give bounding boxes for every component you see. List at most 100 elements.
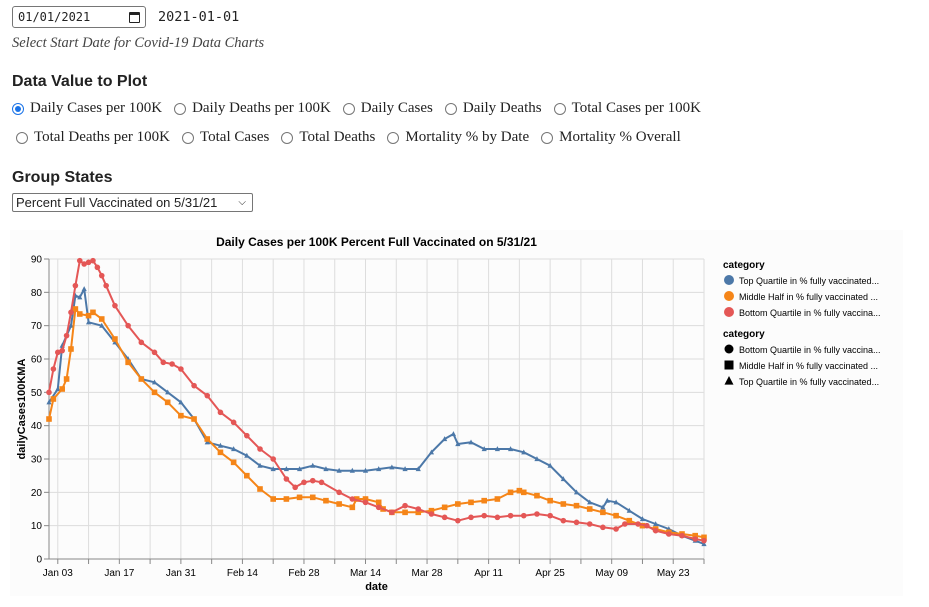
data-value-option[interactable]: Total Deaths bbox=[281, 129, 375, 146]
data-point bbox=[586, 521, 593, 527]
data-point bbox=[292, 484, 298, 491]
data-point bbox=[481, 512, 488, 519]
data-point bbox=[151, 349, 158, 356]
radio-button[interactable] bbox=[174, 102, 187, 115]
radio-label: Mortality % Overall bbox=[559, 129, 681, 145]
data-point bbox=[468, 439, 474, 445]
series-square bbox=[46, 306, 707, 541]
data-point bbox=[455, 441, 461, 447]
data-point bbox=[635, 521, 641, 527]
data-point bbox=[604, 497, 610, 503]
data-point bbox=[270, 466, 276, 472]
radio-button[interactable] bbox=[541, 131, 554, 144]
radio-button[interactable] bbox=[182, 131, 194, 144]
y-tick-label: 40 bbox=[31, 421, 43, 432]
data-point bbox=[336, 489, 342, 496]
data-point bbox=[507, 489, 514, 496]
legend-color-label: Middle Half in % fully vaccinated ... bbox=[739, 292, 878, 302]
data-value-radio-row-2: Total Deaths per 100K Total Cases Total De… bbox=[16, 129, 693, 146]
radio-button[interactable] bbox=[12, 102, 24, 115]
data-point bbox=[244, 432, 250, 439]
data-point bbox=[389, 464, 395, 470]
x-tick-label: Mar 14 bbox=[350, 568, 382, 579]
data-point bbox=[573, 502, 580, 509]
data-value-option[interactable]: Mortality % by Date bbox=[387, 129, 529, 146]
series-line bbox=[48, 259, 705, 542]
chevron-down-icon: ⌵ bbox=[238, 197, 246, 208]
x-tick-label: Apr 25 bbox=[535, 568, 565, 579]
data-point bbox=[468, 499, 474, 506]
data-value-option[interactable]: Total Cases bbox=[182, 129, 269, 146]
radio-label: Mortality % by Date bbox=[405, 129, 530, 145]
data-point bbox=[613, 526, 619, 532]
data-value-option[interactable]: Daily Cases bbox=[342, 100, 433, 117]
radio-label: Total Cases per 100K bbox=[571, 100, 701, 116]
data-point bbox=[85, 259, 92, 266]
data-point bbox=[309, 477, 316, 484]
calendar-icon[interactable] bbox=[129, 11, 140, 23]
radio-button[interactable] bbox=[342, 102, 355, 115]
legend-color-label: Top Quartile in % fully vaccinated... bbox=[739, 276, 879, 286]
start-date-input[interactable]: 01/01/2021 bbox=[12, 6, 146, 28]
data-point bbox=[560, 501, 567, 507]
legend-shape-swatch bbox=[724, 344, 734, 354]
legend-shape-label: Top Quartile in % fully vaccinated... bbox=[739, 377, 879, 387]
radio-button[interactable] bbox=[387, 131, 400, 144]
radio-button[interactable] bbox=[553, 102, 566, 115]
data-point bbox=[375, 504, 382, 511]
data-point bbox=[103, 282, 109, 289]
data-point bbox=[55, 386, 61, 392]
data-point bbox=[125, 322, 131, 329]
data-point bbox=[494, 496, 501, 502]
legend-color-swatch bbox=[724, 291, 734, 301]
data-point bbox=[283, 476, 290, 482]
data-point bbox=[230, 459, 237, 466]
data-point bbox=[600, 524, 606, 531]
data-value-option[interactable]: Daily Deaths bbox=[444, 100, 542, 117]
data-point bbox=[389, 509, 395, 516]
data-point bbox=[270, 496, 276, 502]
date-caption: Select Start Date for Covid-19 Data Char… bbox=[12, 35, 265, 51]
data-point bbox=[76, 257, 83, 264]
data-point bbox=[622, 521, 628, 527]
data-point bbox=[428, 449, 435, 455]
data-point bbox=[244, 452, 250, 458]
data-point bbox=[336, 467, 342, 473]
radio-label: Total Deaths per 100K bbox=[34, 129, 170, 145]
data-point bbox=[626, 517, 633, 524]
data-point bbox=[415, 509, 422, 516]
data-point bbox=[494, 446, 500, 452]
data-point bbox=[600, 504, 606, 510]
data-point bbox=[231, 446, 237, 452]
data-point bbox=[151, 379, 158, 385]
y-tick-label: 80 bbox=[31, 288, 43, 299]
data-point bbox=[701, 537, 707, 544]
x-tick-label: May 09 bbox=[595, 568, 628, 579]
legend-shape-swatch bbox=[724, 360, 734, 370]
radio-button[interactable] bbox=[16, 131, 28, 144]
data-point bbox=[653, 521, 659, 527]
data-value-option[interactable]: Total Cases per 100K bbox=[553, 100, 701, 117]
data-value-option[interactable]: Daily Deaths per 100K bbox=[174, 100, 331, 117]
data-point bbox=[450, 431, 457, 437]
data-point bbox=[310, 462, 316, 468]
x-tick-label: Jan 17 bbox=[104, 568, 134, 579]
data-point bbox=[534, 456, 540, 462]
data-point bbox=[507, 446, 514, 452]
x-axis-label: date bbox=[365, 581, 388, 593]
data-point bbox=[169, 361, 175, 367]
data-point bbox=[81, 261, 87, 267]
data-value-option[interactable]: Mortality % Overall bbox=[541, 129, 681, 146]
group-states-select[interactable]: Percent Full Vaccinated on 5/31/21 ⌵ bbox=[12, 193, 253, 212]
data-point bbox=[560, 476, 566, 482]
series-circle bbox=[46, 257, 707, 544]
data-point bbox=[204, 439, 210, 445]
data-value-option[interactable]: Daily Cases per 100K bbox=[12, 100, 162, 117]
radio-button[interactable] bbox=[444, 102, 457, 115]
data-point bbox=[375, 499, 382, 506]
start-date-value: 01/01/2021 bbox=[18, 10, 91, 24]
radio-button[interactable] bbox=[281, 131, 294, 144]
data-point bbox=[600, 509, 606, 516]
group-states-heading: Group States bbox=[12, 169, 113, 186]
data-value-option[interactable]: Total Deaths per 100K bbox=[16, 129, 170, 146]
